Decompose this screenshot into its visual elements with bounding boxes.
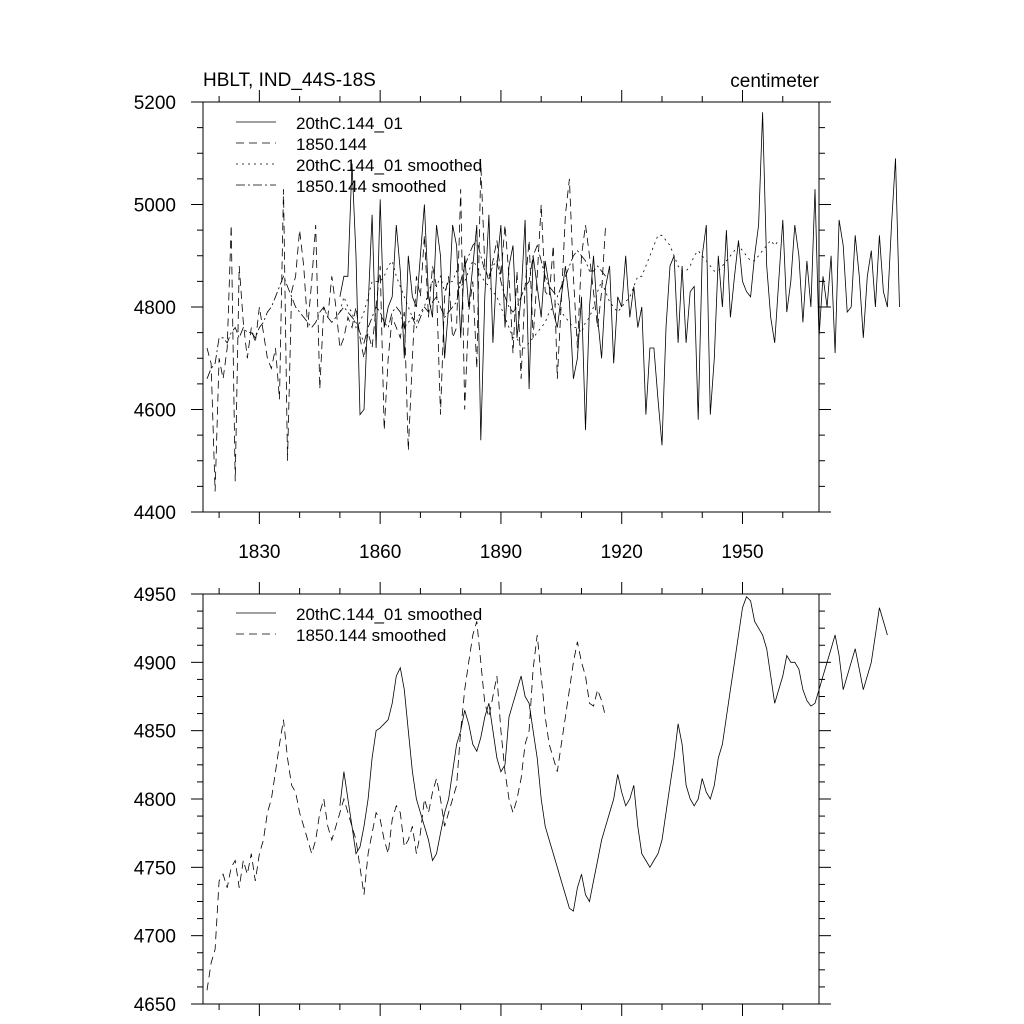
top-series-group: [206, 112, 900, 492]
legend-label: 20thC.144_01 smoothed: [296, 156, 482, 175]
top-legend: 20thC.144_01 1850.144 20thC.144_01 smoot…: [236, 114, 482, 196]
series-line-1850-144-smoothed: [206, 239, 606, 379]
legend-label: 1850.144: [296, 135, 367, 154]
x-tick-label: 1950: [721, 542, 763, 563]
bottom-legend: 20thC.144_01 smoothed 1850.144 smoothed: [236, 605, 482, 645]
y-tick-label: 4600: [134, 401, 176, 422]
x-tick-label: 1860: [359, 542, 401, 563]
units-label: centimeter: [730, 71, 819, 92]
series-line-20thc-144-01: [339, 112, 900, 446]
y-tick-label: 4650: [134, 995, 176, 1016]
y-tick-label: 4750: [134, 858, 176, 879]
series-line-1850-144-smoothed: [206, 621, 606, 991]
y-tick-label: 4700: [134, 927, 176, 948]
series-line-1850-144: [206, 163, 606, 492]
top-axis-ticks: 1830 1860 1890 1920 1950 4400 4600 4800 5000 5200: [134, 90, 831, 563]
y-tick-label: 4800: [134, 298, 176, 319]
y-tick-label: 4850: [134, 722, 176, 743]
bottom-axis-ticks: 4650 4700 4750 4800 4850 4900 4950: [134, 582, 831, 1016]
y-tick-label: 4400: [134, 503, 176, 524]
x-tick-label: 1830: [238, 542, 280, 563]
y-tick-label: 4800: [134, 790, 176, 811]
y-tick-label: 4950: [134, 585, 176, 606]
top-panel: HBLT, IND_44S-18S centimeter 1830 1860 189…: [134, 70, 900, 563]
y-tick-label: 5200: [134, 93, 176, 114]
y-tick-label: 4900: [134, 653, 176, 674]
x-tick-label: 1920: [601, 542, 643, 563]
plot-frame-bottom: [202, 593, 820, 1005]
legend-label: 1850.144 smoothed: [296, 626, 446, 645]
x-tick-label: 1890: [480, 542, 522, 563]
series-line-20thc-144-01-smoothed: [339, 595, 888, 912]
legend-label: 1850.144 smoothed: [296, 177, 446, 196]
bottom-panel: 4650 4700 4750 4800 4850 4900 4950 20thC.144_0…: [134, 582, 888, 1016]
legend-label: 20thC.144_01 smoothed: [296, 605, 482, 624]
y-tick-label: 5000: [134, 196, 176, 217]
bottom-series-group: [206, 595, 888, 991]
legend-label: 20thC.144_01: [296, 114, 403, 133]
chart-title: HBLT, IND_44S-18S: [203, 70, 376, 91]
